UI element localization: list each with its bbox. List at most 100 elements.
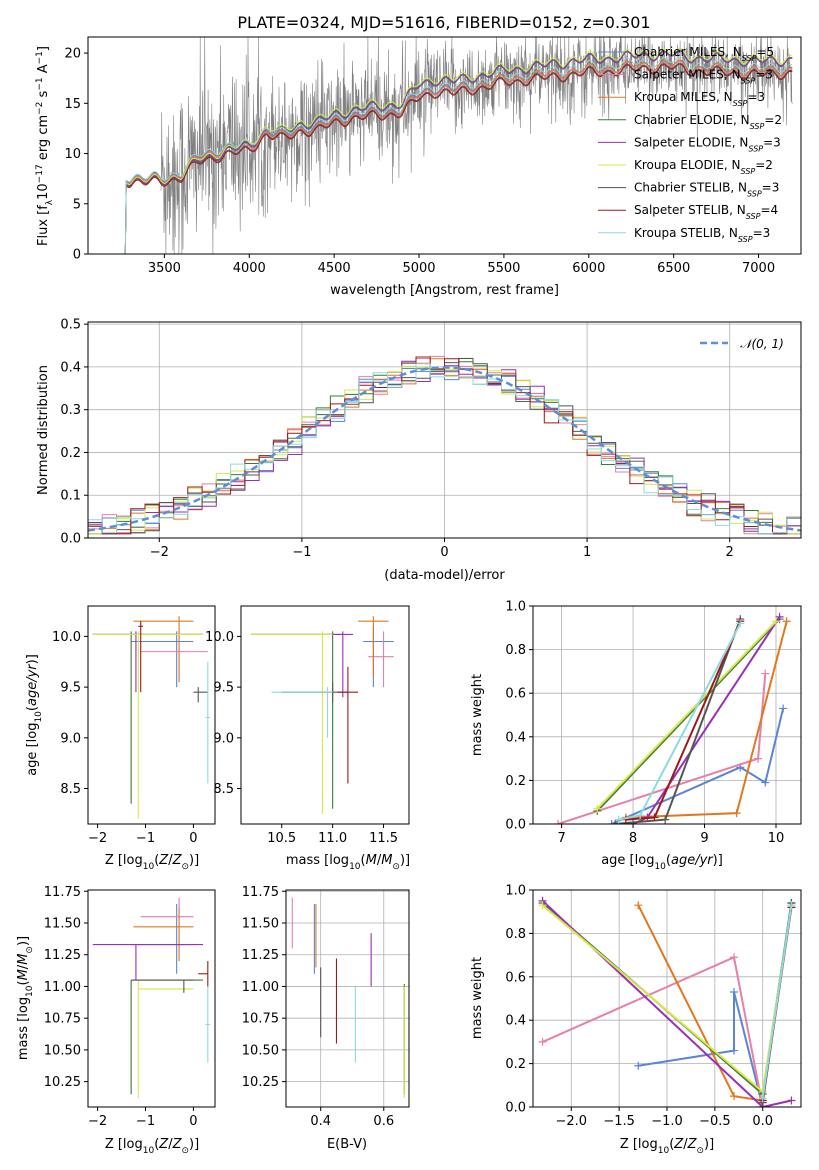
label-part: )] <box>25 654 40 664</box>
plot-area <box>101 37 793 254</box>
x-tick-label: 6500 <box>657 261 690 276</box>
label-part: age/yr <box>671 853 714 868</box>
residual-histogram <box>88 363 801 535</box>
label-part: Z [log <box>105 853 143 868</box>
legend-entry: Salpeter STELIB, NSSP=4 <box>634 203 778 221</box>
y-axis-label: Flux [fλ10−17 erg cm−2 s−1 A−1] <box>35 46 55 246</box>
massweight-line <box>541 900 792 1107</box>
spectrum-panel: 3500 4000 4500 5000 5500 6000 6500 7000 0 5 10 15 20… <box>35 36 802 298</box>
y-tick-label: 0.0 <box>505 818 526 833</box>
legend-count: =2 <box>764 113 782 127</box>
legend-subscript: SSP <box>741 76 756 85</box>
legend-name: Kroupa STELIB, N <box>634 226 738 240</box>
massweight-vs-metallicity-panel: −2.0 −1.5 −1.0 −0.5 0.0 0.0 0.2 0.4 0.6 0.8 1.0 Z [… <box>470 884 802 1156</box>
plus-marker <box>761 669 770 678</box>
x-tick-label: 0.0 <box>752 1114 773 1129</box>
legend-count: =3 <box>753 226 771 240</box>
plus-marker <box>614 815 623 824</box>
y-tick-label: 0.4 <box>505 1014 526 1029</box>
label-part: ( <box>154 1137 159 1152</box>
x-tick-label: 2 <box>726 545 734 560</box>
label-part: Z [log <box>105 1137 143 1152</box>
label-part: ( <box>25 706 40 711</box>
y-tick-label: 1.0 <box>505 600 526 615</box>
y-tick-label: 9.5 <box>213 681 234 696</box>
x-axis-label: E(B-V) <box>327 1137 367 1152</box>
label-part: )] <box>713 853 723 868</box>
massweight-line <box>611 708 785 824</box>
y-tick-label: 11.25 <box>44 948 81 963</box>
mass-vs-metallicity-panel: −2 −1 0 10.25 10.50 10.75 11.00 11.25 11.50 11.75… <box>16 885 216 1156</box>
label-part: )] <box>400 853 410 868</box>
label-part: M <box>381 853 392 868</box>
label-part: Z <box>687 1137 698 1152</box>
model-line <box>101 63 793 254</box>
model-line <box>101 56 793 254</box>
y-tick-label: 10.25 <box>44 1075 81 1090</box>
plus-marker <box>732 809 741 818</box>
y-tick-label: 8.5 <box>213 782 234 797</box>
model-line <box>101 62 793 254</box>
x-tick-label: 0 <box>189 831 197 846</box>
legend-name: Salpeter ELODIE, N <box>634 135 748 149</box>
data-spectrum-line <box>160 37 793 254</box>
label-part: −1 <box>35 51 45 64</box>
plus-marker <box>661 815 670 824</box>
y-tick-label: 8.5 <box>60 782 81 797</box>
label-part: Z <box>158 853 169 868</box>
y-tick-label: 10.75 <box>44 1012 81 1027</box>
x-tick-label: −2 <box>150 545 169 560</box>
label-part: / <box>16 964 31 969</box>
y-tick-label: 5 <box>73 197 81 212</box>
label-part: M <box>16 969 31 980</box>
model-line <box>101 60 793 254</box>
label-part: s <box>36 90 51 101</box>
legend-subscript: SSP <box>738 234 753 243</box>
legend-count: =3 <box>763 135 781 149</box>
label-part: age [log <box>601 853 654 868</box>
y-tick-label: 10.0 <box>52 630 81 645</box>
label-part: ( <box>154 853 159 868</box>
legend-entry: Kroupa STELIB, NSSP=3 <box>634 226 770 244</box>
legend-subscript: SSP <box>746 212 761 221</box>
plus-marker <box>554 820 563 824</box>
y-tick-label: 0.8 <box>505 927 526 942</box>
plot-area <box>538 896 796 1107</box>
legend-count: =3 <box>747 90 765 104</box>
plus-marker <box>634 1061 643 1070</box>
legend-subscript: SSP <box>750 121 765 130</box>
x-axis-label: Z [log10(Z/Z⊙)] <box>105 1137 199 1156</box>
plus-marker <box>730 1046 738 1055</box>
plus-marker <box>736 619 745 628</box>
label-part: M <box>366 853 377 868</box>
legend-count: =4 <box>760 203 778 217</box>
plus-marker <box>538 901 547 910</box>
label-part: ( <box>361 853 366 868</box>
label-part: 10 <box>25 985 35 997</box>
plot-area <box>88 355 801 535</box>
y-tick-label: 10.75 <box>242 1012 279 1027</box>
label-part: )] <box>189 1137 199 1152</box>
label-part: ( <box>16 980 31 985</box>
label-part: ⊙ <box>25 946 35 954</box>
plus-marker <box>607 820 616 824</box>
y-tick-label: 10.0 <box>205 630 234 645</box>
x-tick-label: −2 <box>88 1114 107 1129</box>
plus-marker <box>787 1096 796 1105</box>
label-part: / <box>168 1137 173 1152</box>
label-part: ] <box>36 46 51 51</box>
normal-curve <box>88 366 801 532</box>
axes-frame <box>532 605 802 825</box>
x-tick-label: 7 <box>557 831 565 846</box>
massweight-line <box>596 618 781 812</box>
label-part: 10 <box>349 862 361 872</box>
label-part: / <box>168 853 173 868</box>
plus-marker <box>754 754 763 763</box>
axes-frame <box>285 889 410 1108</box>
label-part: 10 <box>654 862 666 872</box>
y-axis-label: age [log10(age/yr)] <box>25 654 44 776</box>
plus-marker <box>782 617 791 626</box>
y-tick-label: 11.25 <box>242 948 279 963</box>
legend-subscript: SSP <box>741 167 756 176</box>
